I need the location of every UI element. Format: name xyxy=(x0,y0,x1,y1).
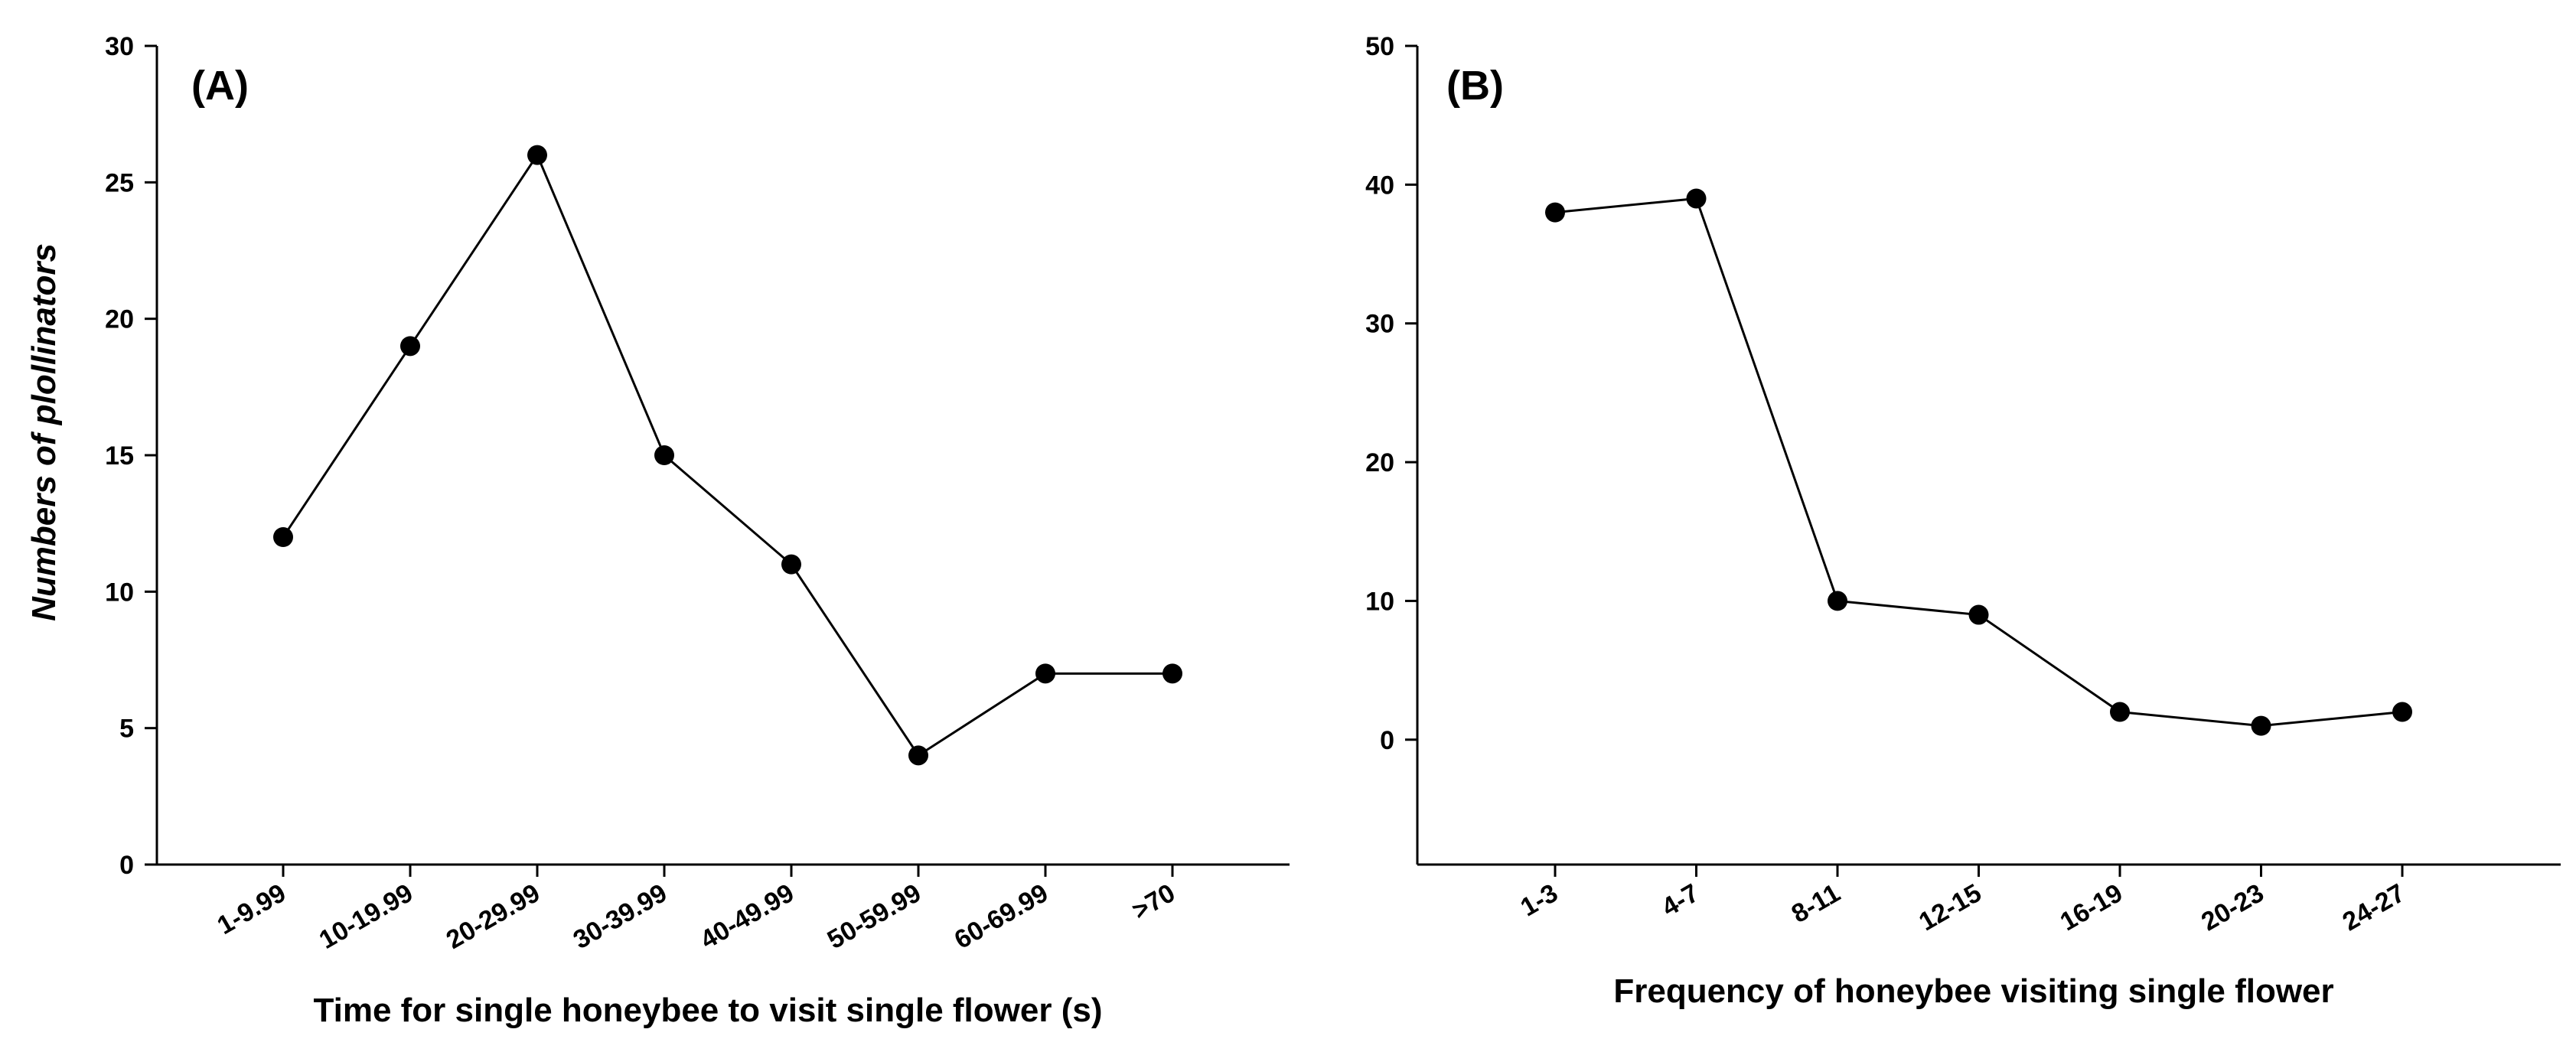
x-tick-label: 16-19 xyxy=(2056,878,2128,936)
series-line xyxy=(282,152,1172,757)
x-tick-label: 50-59.99 xyxy=(823,878,926,955)
x-tick-label: 10-19.99 xyxy=(315,878,418,955)
data-point xyxy=(908,745,928,766)
data-point xyxy=(1686,188,1707,209)
y-tick-label: 0 xyxy=(119,851,134,880)
y-tick-label: 40 xyxy=(1365,171,1394,200)
chart-panel-b: 0 10 20 30 40 50 1-3 4-7 8-11 12-15 16-19 20-23 24-2… xyxy=(1365,32,2561,1010)
y-tick-label: 30 xyxy=(105,32,134,61)
y-tick-label: 10 xyxy=(105,578,134,607)
data-point xyxy=(400,336,420,357)
y-tick-label: 20 xyxy=(1365,448,1394,477)
x-tick-label: 20-23 xyxy=(2196,878,2268,936)
x-axis-title: Time for single honeybee to visit single… xyxy=(314,992,1103,1029)
data-point xyxy=(1162,663,1182,684)
y-tick-label: 20 xyxy=(105,305,134,334)
data-point xyxy=(654,445,674,465)
data-point xyxy=(1828,591,1847,611)
chart-panel-a: 0 5 10 15 20 25 30 1-9.99 10-19.99 20-29.99 30-39.… xyxy=(25,32,1290,1029)
x-tick-label: 12-15 xyxy=(1914,878,1986,936)
y-tick-label: 30 xyxy=(1365,310,1394,339)
data-point xyxy=(2251,715,2271,736)
data-point xyxy=(273,527,293,547)
y-tick-label: 50 xyxy=(1365,32,1394,61)
x-tick-label: 1-3 xyxy=(1515,878,1563,922)
data-point xyxy=(2110,702,2130,722)
x-tick-label: 40-49.99 xyxy=(696,878,799,955)
data-point xyxy=(2392,702,2412,722)
x-tick-label: 60-69.99 xyxy=(950,878,1053,955)
x-tick-label: 30-39.99 xyxy=(569,878,672,955)
y-tick-label: 10 xyxy=(1365,587,1394,616)
y-tick-label: 15 xyxy=(105,441,134,471)
y-tick-label: 5 xyxy=(119,715,134,744)
panel-label: (A) xyxy=(191,63,249,109)
data-point xyxy=(1968,604,1989,625)
y-tick-label: 25 xyxy=(105,168,134,197)
x-tick-label: 24-27 xyxy=(2338,878,2410,936)
x-axis-title: Frequency of honeybee visiting single fl… xyxy=(1613,972,2333,1010)
series-line xyxy=(1554,197,2403,728)
data-point xyxy=(1035,663,1055,684)
x-tick-label: 20-29.99 xyxy=(442,878,545,955)
x-tick-label: 8-11 xyxy=(1787,878,1845,929)
x-tick-label: 1-9.99 xyxy=(213,878,291,940)
x-tick-label: >70 xyxy=(1127,878,1180,926)
data-point xyxy=(527,145,547,165)
panel-label: (B) xyxy=(1446,63,1504,109)
data-point xyxy=(781,554,801,575)
x-tick-label: 4-7 xyxy=(1657,878,1704,922)
data-point xyxy=(1545,202,1565,223)
y-tick-label: 0 xyxy=(1380,726,1394,755)
y-axis-title: Numbers of plollinators xyxy=(25,243,63,621)
